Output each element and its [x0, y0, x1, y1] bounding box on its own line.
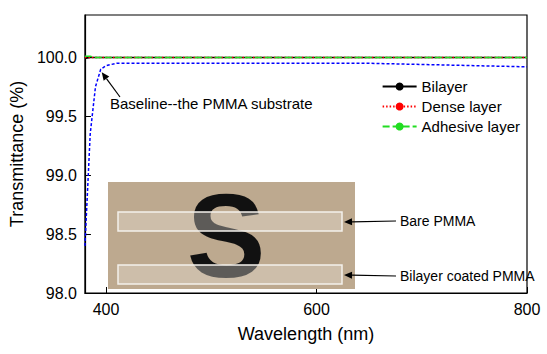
svg-text:Bilayer: Bilayer: [422, 78, 468, 95]
svg-text:S: S: [186, 170, 266, 302]
svg-text:Bare PMMA: Bare PMMA: [400, 213, 476, 229]
svg-text:Baseline--the PMMA substrate: Baseline--the PMMA substrate: [110, 95, 313, 112]
svg-text:400: 400: [93, 301, 120, 318]
svg-text:Adhesive layer: Adhesive layer: [422, 118, 520, 135]
svg-text:Dense layer: Dense layer: [422, 98, 502, 115]
svg-text:Transmittance (%): Transmittance (%): [7, 81, 27, 227]
svg-text:Bilayer coated PMMA: Bilayer coated PMMA: [400, 268, 535, 284]
svg-text:600: 600: [303, 301, 330, 318]
svg-text:99.5: 99.5: [46, 108, 77, 125]
svg-text:100.0: 100.0: [37, 49, 77, 66]
svg-text:98.0: 98.0: [46, 285, 77, 302]
svg-text:800: 800: [514, 301, 541, 318]
svg-text:99.0: 99.0: [46, 167, 77, 184]
svg-text:98.5: 98.5: [46, 226, 77, 243]
svg-text:Wavelength (nm): Wavelength (nm): [238, 324, 374, 344]
